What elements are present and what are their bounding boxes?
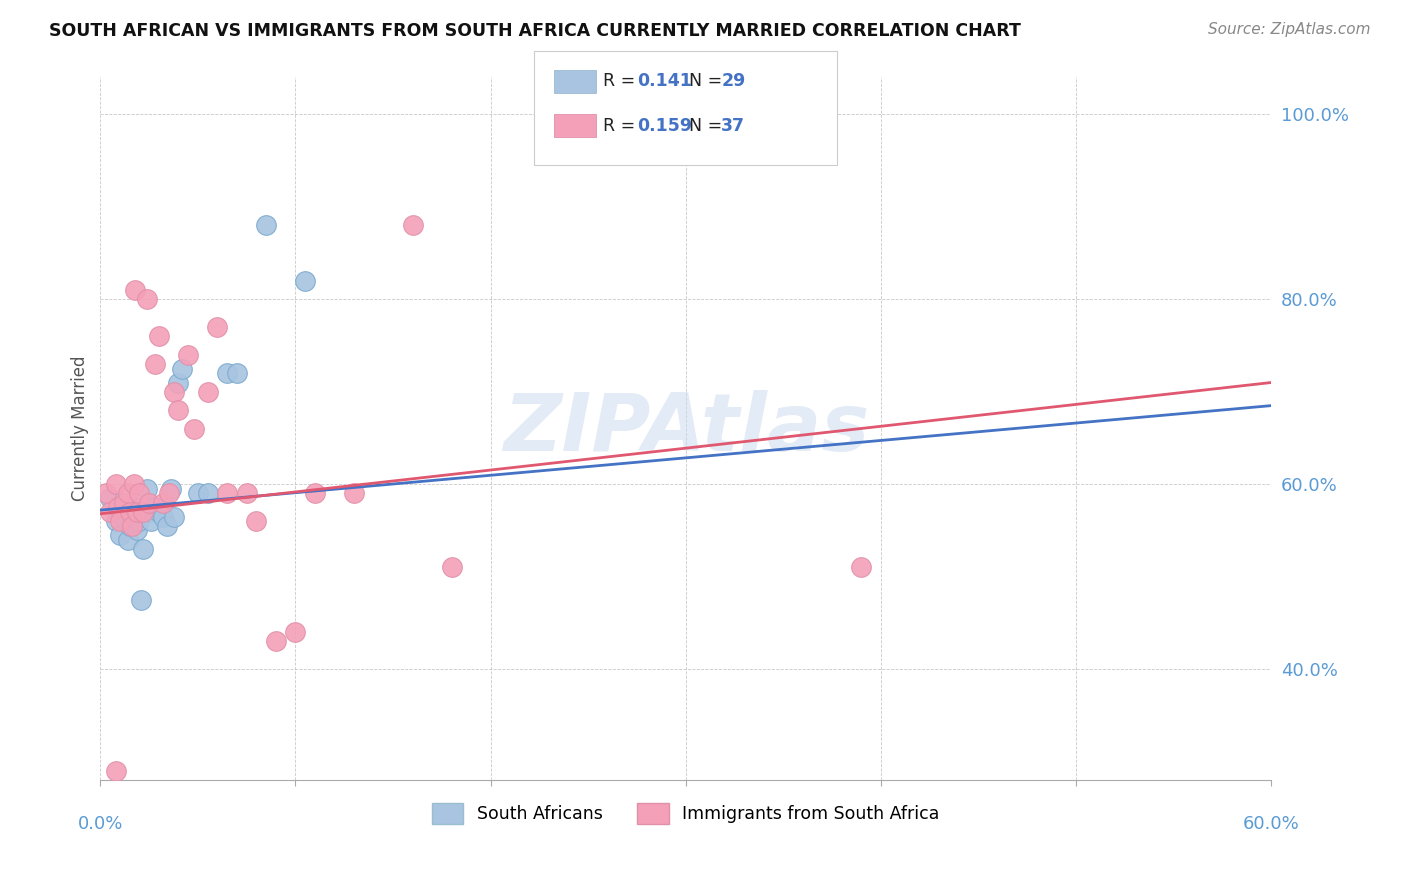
Text: R =: R = xyxy=(603,117,641,135)
Point xyxy=(131,592,153,607)
Point xyxy=(127,505,149,519)
Point xyxy=(172,361,194,376)
Point xyxy=(264,634,287,648)
Point xyxy=(117,486,139,500)
Point xyxy=(98,491,121,505)
Point xyxy=(167,376,190,390)
Point xyxy=(284,625,307,640)
Point xyxy=(148,505,170,519)
Text: 0.141: 0.141 xyxy=(637,72,692,90)
Point xyxy=(167,403,190,417)
Point xyxy=(159,482,181,496)
Point xyxy=(440,560,463,574)
Text: N =: N = xyxy=(689,117,728,135)
Point xyxy=(294,274,316,288)
Point xyxy=(128,486,150,500)
Point xyxy=(163,384,186,399)
Point xyxy=(121,518,143,533)
Point xyxy=(104,764,127,778)
Point xyxy=(118,518,141,533)
Point xyxy=(235,486,257,500)
Text: Source: ZipAtlas.com: Source: ZipAtlas.com xyxy=(1208,22,1371,37)
Text: R =: R = xyxy=(603,72,641,90)
Point xyxy=(207,320,229,334)
Point xyxy=(254,219,277,233)
Point xyxy=(851,560,873,574)
Point xyxy=(157,486,180,500)
Text: 37: 37 xyxy=(721,117,745,135)
Y-axis label: Currently Married: Currently Married xyxy=(72,356,89,501)
Point xyxy=(143,500,166,515)
Point xyxy=(112,496,135,510)
Point xyxy=(217,366,239,380)
Point xyxy=(217,486,239,500)
Point xyxy=(121,505,143,519)
Point xyxy=(117,533,139,547)
Text: 0.0%: 0.0% xyxy=(77,815,124,833)
Point xyxy=(104,477,127,491)
Point xyxy=(197,486,219,500)
Point xyxy=(152,509,174,524)
Point xyxy=(118,505,141,519)
Text: SOUTH AFRICAN VS IMMIGRANTS FROM SOUTH AFRICA CURRENTLY MARRIED CORRELATION CHAR: SOUTH AFRICAN VS IMMIGRANTS FROM SOUTH A… xyxy=(49,22,1021,40)
Point xyxy=(187,486,209,500)
Point xyxy=(226,366,249,380)
Point xyxy=(104,514,127,528)
Point xyxy=(132,505,155,519)
Point xyxy=(177,348,200,362)
Text: ZIPAtlas: ZIPAtlas xyxy=(502,390,869,467)
Point xyxy=(139,514,162,528)
Point xyxy=(343,486,366,500)
Point xyxy=(124,500,146,515)
Point xyxy=(163,509,186,524)
Point xyxy=(138,505,160,519)
Legend: South Africans, Immigrants from South Africa: South Africans, Immigrants from South Af… xyxy=(432,803,939,824)
Point xyxy=(304,486,326,500)
Point xyxy=(138,496,160,510)
Point xyxy=(183,422,205,436)
Point xyxy=(112,509,135,524)
Point xyxy=(108,528,131,542)
Point xyxy=(132,541,155,556)
Point xyxy=(148,329,170,343)
Point xyxy=(128,514,150,528)
Point xyxy=(245,514,267,528)
Text: N =: N = xyxy=(689,72,728,90)
Point xyxy=(127,524,149,538)
Point xyxy=(401,219,423,233)
Text: 0.159: 0.159 xyxy=(637,117,692,135)
Text: 60.0%: 60.0% xyxy=(1243,815,1299,833)
Point xyxy=(152,496,174,510)
Point xyxy=(96,486,118,500)
Point xyxy=(108,514,131,528)
Text: 29: 29 xyxy=(721,72,745,90)
Point xyxy=(197,384,219,399)
Point xyxy=(136,293,159,307)
Point xyxy=(122,477,145,491)
Point xyxy=(156,518,179,533)
Point xyxy=(107,500,129,515)
Point xyxy=(136,482,159,496)
Point xyxy=(124,283,146,297)
Point xyxy=(98,505,121,519)
Point xyxy=(143,357,166,371)
